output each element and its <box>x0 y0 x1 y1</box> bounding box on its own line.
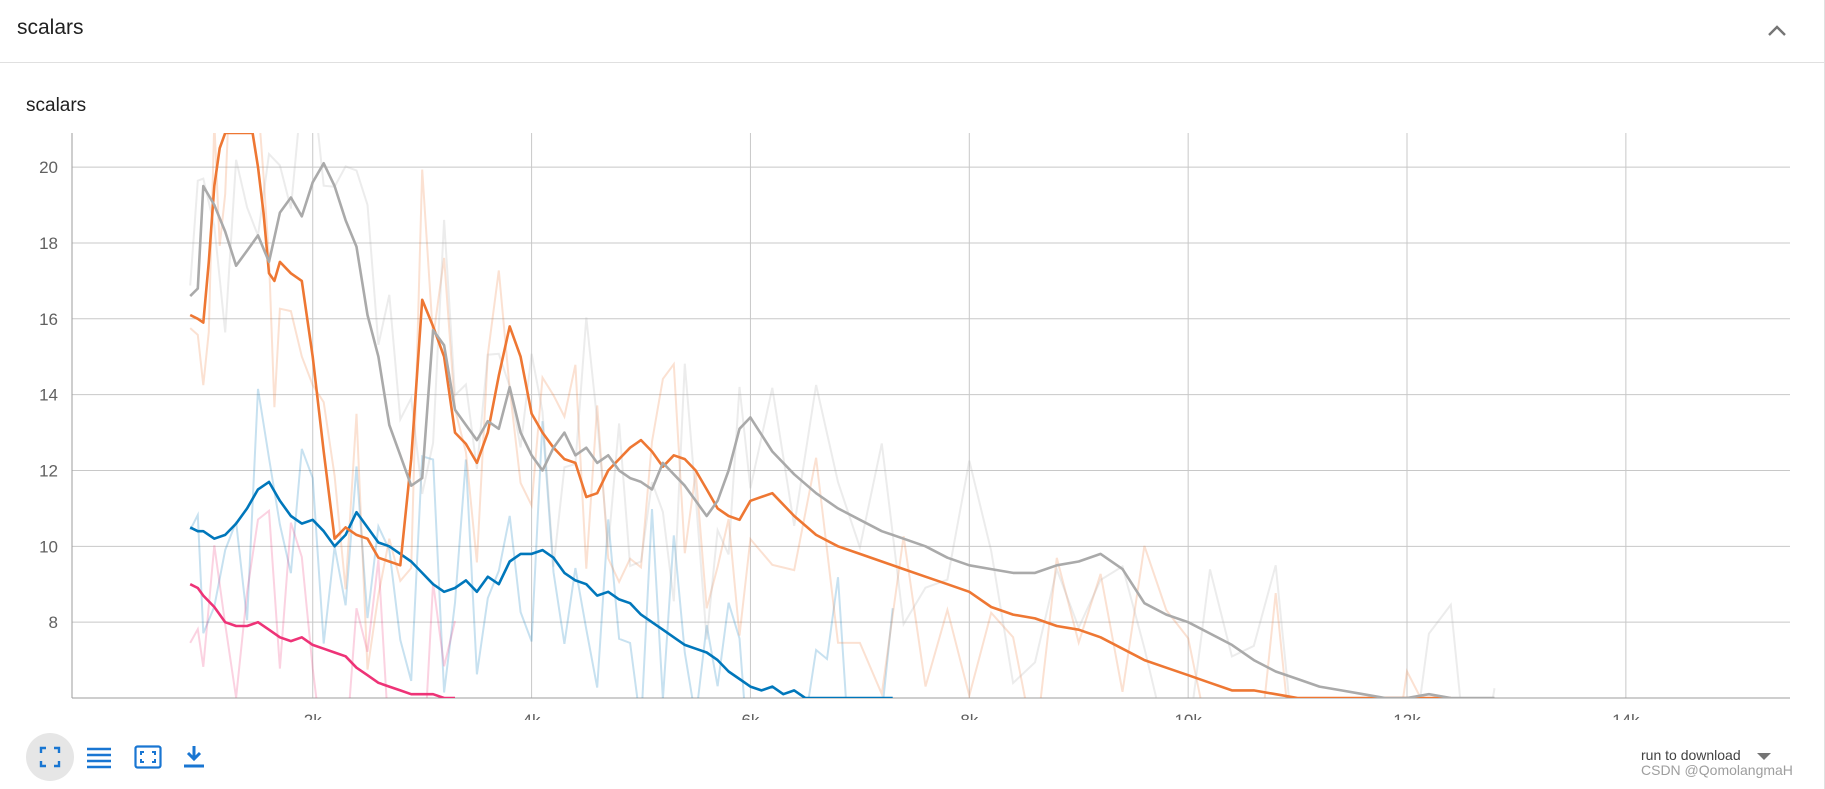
series-line-1 <box>189 133 1451 698</box>
x-tick-label: 2k <box>304 711 322 720</box>
y-tick-label: 8 <box>49 613 58 632</box>
y-tick-label: 10 <box>39 537 58 556</box>
section-title: scalars <box>17 16 84 39</box>
fullscreen-icon[interactable] <box>26 733 74 781</box>
series-line-3 <box>189 583 455 698</box>
download-label: run to download <box>1641 747 1741 763</box>
x-tick-label: 14k <box>1612 711 1640 720</box>
series-line-0 <box>189 480 893 698</box>
raw-series-1 <box>189 133 1422 698</box>
y-tick-label: 14 <box>39 386 58 405</box>
chevron-up-icon[interactable] <box>1760 14 1794 48</box>
raw-series-3 <box>189 508 456 698</box>
chevron-down-icon <box>1756 752 1771 760</box>
run-to-download-select[interactable]: run to download <box>1641 747 1771 763</box>
y-tick-label: 18 <box>39 234 58 253</box>
raw-series-2 <box>189 133 1496 698</box>
watermark: CSDN @QomolangmaH <box>1641 762 1793 778</box>
raw-series-0 <box>189 388 894 698</box>
raw-series-layer <box>189 133 1496 698</box>
x-tick-label: 4k <box>523 711 541 720</box>
x-tick-label: 8k <box>960 711 978 720</box>
line-chart: 2k 4k 6k 8k 10k 12k 14k 8 10 12 14 16 18 20 <box>39 133 1790 720</box>
section-header: scalars <box>0 0 1824 63</box>
y-tick-label: 16 <box>39 310 58 329</box>
x-tick-label: 12k <box>1393 711 1421 720</box>
tick-labels: 2k 4k 6k 8k 10k 12k 14k 8 10 12 14 16 18 20 <box>39 158 1640 720</box>
list-icon[interactable] <box>74 733 122 781</box>
card-title: scalars <box>26 95 87 116</box>
x-tick-label: 10k <box>1174 711 1202 720</box>
series-line-2 <box>189 162 1495 698</box>
fit-domain-icon[interactable] <box>122 733 170 781</box>
download-icon[interactable] <box>170 733 218 781</box>
y-tick-label: 12 <box>39 461 58 480</box>
smoothed-series-layer <box>189 133 1495 698</box>
x-tick-label: 6k <box>741 711 759 720</box>
chart-grid <box>71 133 1790 699</box>
y-tick-label: 20 <box>39 158 58 177</box>
